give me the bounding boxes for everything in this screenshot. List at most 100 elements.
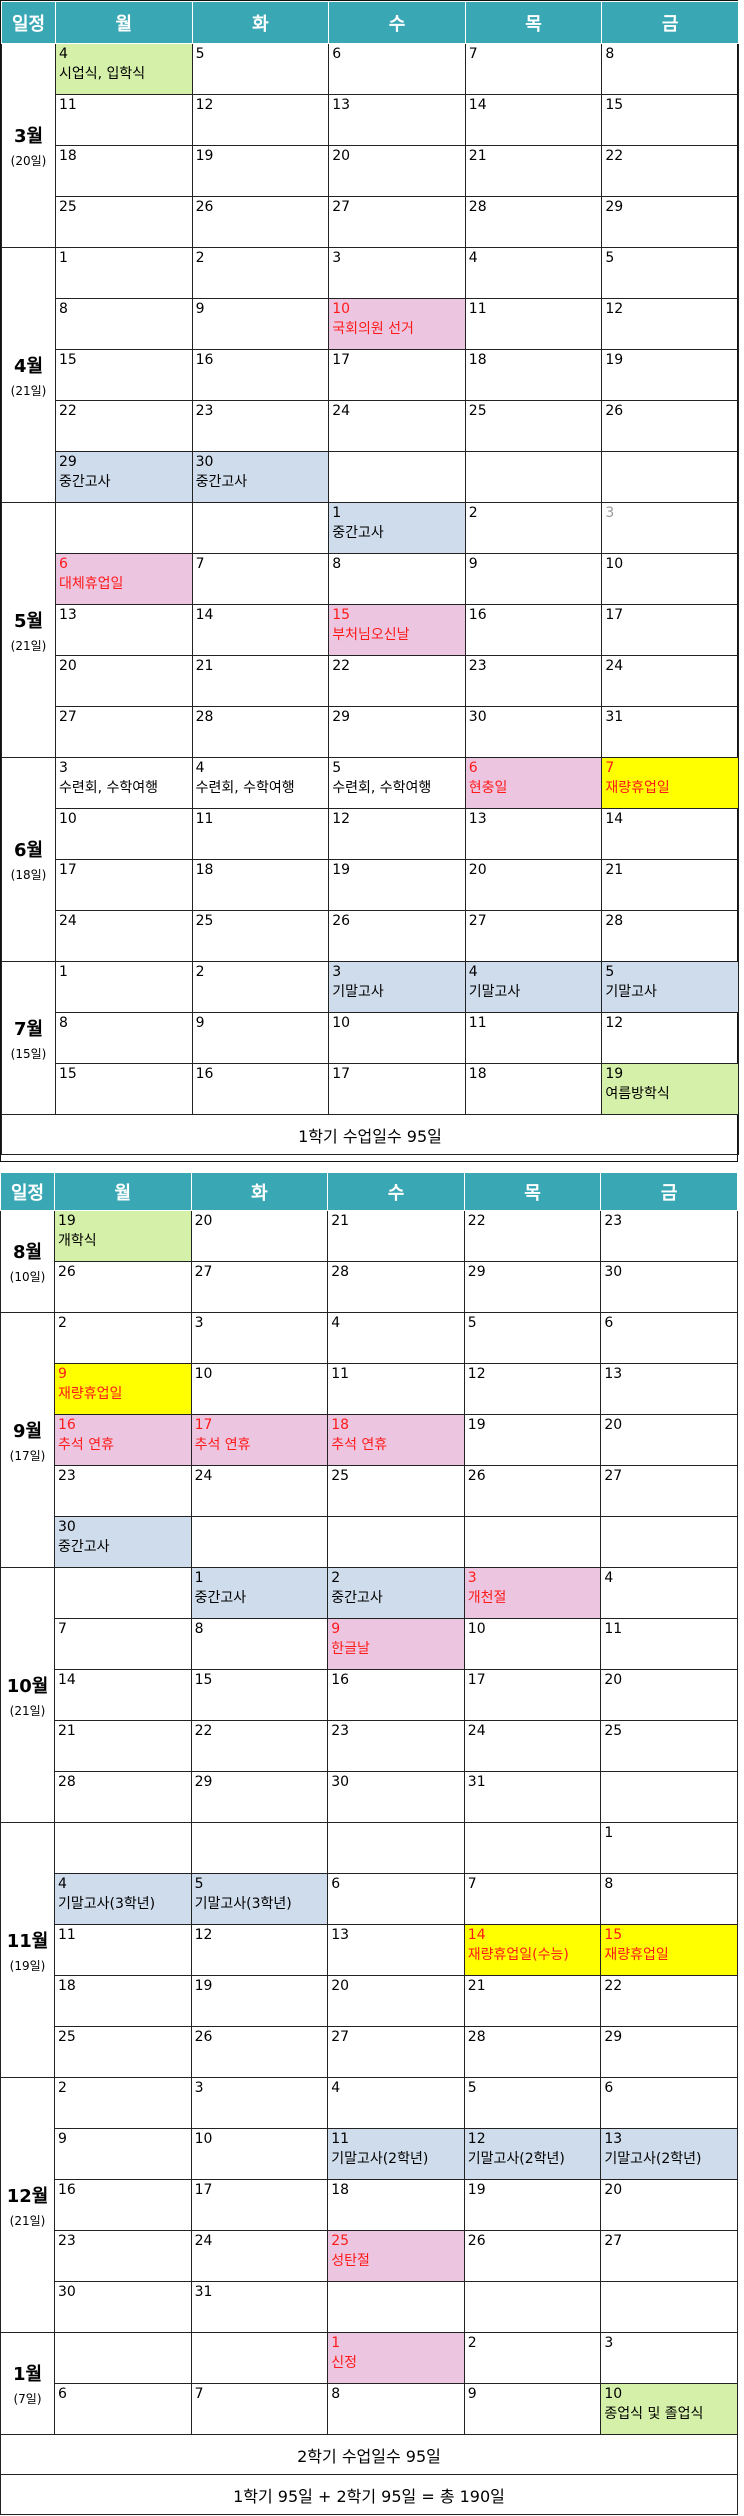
week-row: 30 중간고사 xyxy=(1,1516,738,1568)
event-label: 중간고사 xyxy=(195,474,248,490)
day-cell xyxy=(54,1567,192,1619)
day-cell: 20 xyxy=(464,859,603,911)
day-cell: 30 xyxy=(464,706,603,758)
day-cell: 8 xyxy=(190,1618,329,1670)
header-row: 일정 월 화 수 목 금 xyxy=(0,1172,738,1211)
day-number: 3 xyxy=(194,2080,204,2096)
day-number xyxy=(465,1518,600,1520)
day-cell: 7 xyxy=(190,2383,329,2435)
day-number: 25 xyxy=(195,913,214,929)
week-row: 14 15 16 17 20 xyxy=(1,1669,738,1721)
day-number: 12 xyxy=(467,2131,486,2147)
day-cell: 28 xyxy=(601,910,739,962)
day-number: 8 xyxy=(194,1621,204,1637)
day-cell: 6 xyxy=(54,2383,192,2435)
week-row: 10월 (21일) 1 중간고사 2 중간고사 3 개천절 4 xyxy=(0,1567,738,1823)
day-number: 16 xyxy=(468,607,487,623)
day-cell: 18 xyxy=(191,859,330,911)
day-cell: 25 xyxy=(191,910,330,962)
day-cell: 20 xyxy=(190,1210,329,1262)
event-label: 기말고사(3학년) xyxy=(194,1896,292,1912)
day-cell: 25 xyxy=(464,400,603,452)
day-cell: 8 xyxy=(55,298,193,350)
day-cell xyxy=(600,1771,738,1823)
day-cell xyxy=(55,502,193,554)
summary-text: 2학기 수업일수 95일 xyxy=(0,2434,738,2475)
event-label: 중간고사 xyxy=(331,1590,383,1606)
day-cell: 17 xyxy=(328,349,466,401)
day-cell: 31 xyxy=(463,1771,602,1823)
day-cell: 10 xyxy=(463,1618,602,1670)
day-cell: 15 xyxy=(55,349,193,401)
day-cell: 17 xyxy=(463,1669,602,1721)
day-number xyxy=(465,1824,600,1826)
day-cell: 1 xyxy=(55,961,193,1013)
day-cell: 22 xyxy=(328,655,466,707)
event-label: 재량휴업일 xyxy=(58,1386,123,1402)
day-number: 31 xyxy=(605,709,624,725)
day-cell: 29 xyxy=(600,2026,738,2078)
day-number: 29 xyxy=(467,1264,486,1280)
day-cell: 26 xyxy=(463,2230,602,2282)
day-cell: 27 xyxy=(600,2230,738,2282)
day-number: 31 xyxy=(194,2284,213,2300)
month-name: 9월 xyxy=(12,1420,43,1442)
day-number: 13 xyxy=(468,811,487,827)
day-number: 26 xyxy=(194,2029,213,2045)
day-number: 19 xyxy=(195,148,214,164)
day-cell: 24 xyxy=(463,1720,602,1772)
week-row: 16 추석 연휴 17 추석 연휴 18 추석 연휴 19 20 xyxy=(1,1414,738,1466)
event-label: 국회의원 선거 xyxy=(332,321,414,337)
day-cell: 1 xyxy=(600,1822,738,1874)
day-number: 1 xyxy=(331,2335,341,2351)
day-cell: 23 xyxy=(54,1465,192,1517)
day-number xyxy=(330,453,465,455)
day-cell: 27 xyxy=(328,196,466,248)
day-cell: 21 xyxy=(601,859,739,911)
day-number: 18 xyxy=(195,862,214,878)
day-cell: 16 추석 연휴 xyxy=(54,1414,192,1466)
month-school-days: (17일) xyxy=(9,1448,46,1463)
day-cell: 12 xyxy=(190,1924,329,1976)
event-label: 종업식 및 졸업식 xyxy=(604,2406,704,2422)
day-cell: 16 xyxy=(54,2179,192,2231)
week-row: 15 16 17 18 19 xyxy=(2,349,739,401)
month-name: 5월 xyxy=(13,610,44,632)
month-name: 8월 xyxy=(12,1242,43,1263)
day-cell: 16 xyxy=(191,1063,330,1115)
day-cell xyxy=(600,1516,738,1568)
day-number: 20 xyxy=(468,862,487,878)
day-cell: 13 xyxy=(327,1924,465,1976)
day-cell: 14 xyxy=(191,604,330,656)
day-cell: 8 xyxy=(600,1873,738,1925)
day-cell xyxy=(463,2281,602,2333)
month-school-days: (21일) xyxy=(10,383,47,398)
day-cell: 24 xyxy=(55,910,193,962)
day-cell: 22 xyxy=(55,400,193,452)
event-label: 추석 연휴 xyxy=(58,1437,114,1453)
day-number xyxy=(329,2283,464,2285)
week-row: 10 11 12 13 14 xyxy=(2,808,739,860)
day-number: 9 xyxy=(467,2386,477,2402)
day-cell: 6 xyxy=(600,1312,738,1364)
day-cell: 26 xyxy=(601,400,739,452)
day-number: 11 xyxy=(468,301,487,317)
week-row: 5월 (21일) 1 중간고사 2 3 xyxy=(1,502,739,758)
day-number: 5 xyxy=(467,2080,477,2096)
day-number: 28 xyxy=(467,2029,486,2045)
day-cell: 16 xyxy=(464,604,603,656)
day-number: 23 xyxy=(195,403,214,419)
day-number: 25 xyxy=(58,2029,76,2045)
day-cell: 18 xyxy=(54,1975,192,2027)
day-number: 24 xyxy=(332,403,351,419)
day-number: 1 xyxy=(194,1570,204,1586)
day-cell: 19 개학식 xyxy=(54,1210,192,1262)
day-cell: 31 xyxy=(190,2281,329,2333)
day-number: 16 xyxy=(195,1066,214,1082)
day-number: 20 xyxy=(604,2182,623,2198)
day-number xyxy=(55,1569,190,1571)
day-cell: 3 xyxy=(600,2332,738,2384)
month-cell: 9월 (17일) xyxy=(0,1312,55,1568)
day-number: 14 xyxy=(468,97,487,113)
day-number: 25 xyxy=(331,1468,350,1484)
